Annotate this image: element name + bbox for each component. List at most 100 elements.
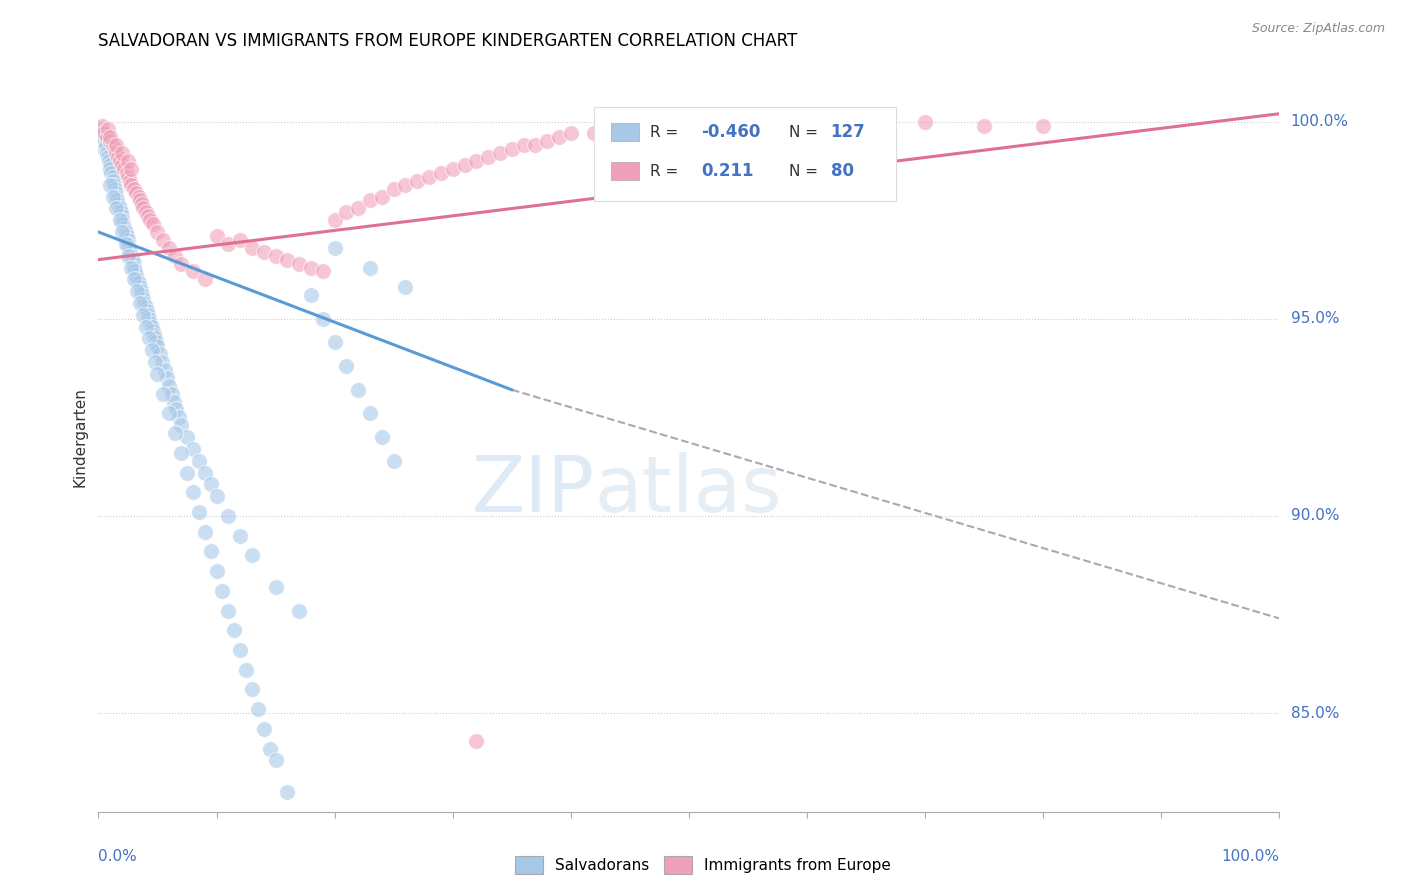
- Point: [141, 343, 163, 358]
- Point: [630, 122, 652, 136]
- Point: [205, 564, 228, 578]
- Point: [152, 386, 174, 401]
- Point: [117, 233, 139, 247]
- Point: [347, 383, 370, 397]
- Point: [211, 583, 233, 598]
- Point: [124, 264, 146, 278]
- Point: [165, 426, 187, 441]
- Point: [194, 272, 217, 286]
- Point: [160, 386, 183, 401]
- Point: [217, 236, 239, 251]
- Point: [135, 304, 157, 318]
- Point: [224, 624, 246, 638]
- Text: 0.0%: 0.0%: [98, 849, 138, 864]
- Point: [114, 236, 136, 251]
- Point: [98, 161, 121, 176]
- Point: [501, 142, 523, 156]
- Point: [796, 114, 818, 128]
- Point: [264, 249, 287, 263]
- Point: [914, 114, 936, 128]
- Point: [335, 205, 357, 219]
- Point: [583, 127, 606, 141]
- Point: [240, 549, 263, 563]
- Point: [200, 477, 222, 491]
- Point: [101, 138, 124, 153]
- Point: [465, 733, 488, 747]
- Point: [143, 331, 166, 345]
- Point: [253, 722, 276, 736]
- Point: [187, 454, 209, 468]
- Point: [288, 604, 311, 618]
- Point: [121, 249, 143, 263]
- Point: [125, 186, 148, 200]
- Point: [105, 189, 128, 203]
- Point: [93, 134, 115, 148]
- Point: [91, 119, 114, 133]
- Point: [165, 402, 187, 417]
- Point: [156, 371, 179, 385]
- FancyBboxPatch shape: [612, 162, 640, 180]
- Point: [98, 154, 121, 169]
- Point: [430, 166, 453, 180]
- Point: [165, 249, 187, 263]
- Point: [117, 154, 139, 169]
- FancyBboxPatch shape: [595, 107, 896, 201]
- Point: [524, 138, 547, 153]
- Point: [105, 138, 128, 153]
- Point: [253, 244, 276, 259]
- Point: [146, 339, 169, 353]
- Point: [122, 260, 145, 275]
- Point: [122, 181, 145, 195]
- Point: [98, 130, 121, 145]
- Point: [276, 252, 298, 267]
- Point: [111, 146, 134, 161]
- Point: [111, 213, 134, 227]
- Point: [142, 217, 165, 231]
- Point: [264, 580, 287, 594]
- Point: [200, 544, 222, 558]
- Point: [246, 702, 269, 716]
- Point: [259, 741, 281, 756]
- Point: [134, 296, 156, 310]
- Point: [157, 241, 180, 255]
- Point: [737, 119, 759, 133]
- Point: [312, 264, 335, 278]
- Point: [128, 194, 150, 208]
- Text: N =: N =: [789, 163, 818, 178]
- Point: [406, 174, 429, 188]
- Point: [136, 308, 159, 322]
- Point: [149, 347, 172, 361]
- Point: [157, 379, 180, 393]
- Point: [371, 430, 394, 444]
- Point: [110, 205, 132, 219]
- Point: [112, 161, 135, 176]
- Point: [288, 816, 311, 830]
- Point: [181, 264, 204, 278]
- Point: [139, 316, 162, 330]
- Point: [129, 284, 152, 298]
- Point: [127, 272, 149, 286]
- Point: [108, 202, 131, 216]
- Point: [299, 288, 322, 302]
- Point: [107, 197, 129, 211]
- Point: [371, 189, 394, 203]
- Point: [170, 256, 193, 270]
- Point: [240, 241, 263, 255]
- Point: [91, 127, 114, 141]
- Point: [104, 181, 127, 195]
- Point: [138, 311, 160, 326]
- Text: -0.460: -0.460: [700, 123, 761, 141]
- Point: [121, 178, 143, 192]
- Point: [98, 158, 121, 172]
- Point: [114, 225, 136, 239]
- Point: [105, 146, 128, 161]
- Point: [120, 244, 142, 259]
- Point: [418, 169, 440, 184]
- Point: [118, 241, 141, 255]
- Point: [299, 260, 322, 275]
- Point: [205, 229, 228, 244]
- Point: [101, 174, 124, 188]
- Point: [163, 394, 186, 409]
- Point: [96, 146, 118, 161]
- Text: 0.211: 0.211: [700, 162, 754, 180]
